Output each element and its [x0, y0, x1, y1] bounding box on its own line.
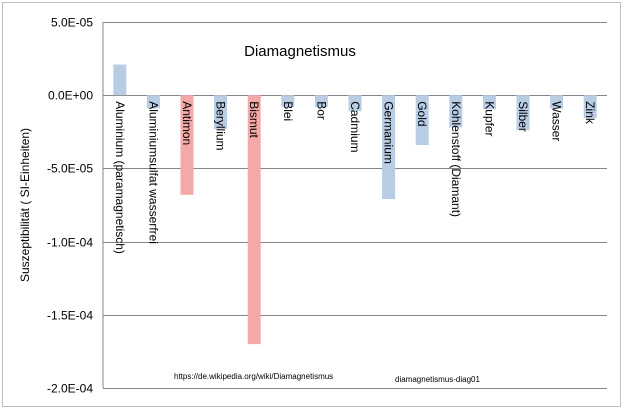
- bar: [348, 95, 362, 112]
- bar: [314, 95, 328, 107]
- chart-frame: [2, 2, 621, 407]
- category-label: Zink: [583, 101, 597, 125]
- bar: [482, 95, 496, 110]
- y-tick-label: 5.0E-05: [51, 16, 93, 30]
- chart-title: Diamagnetismus: [244, 43, 356, 60]
- category-label: Kohlenstoff (Diamant): [449, 101, 463, 217]
- y-tick-labels: 5.0E-05 0.0E+00 -5.0E-05 -1.0E-04 -1.5E-04 -2…: [47, 16, 93, 396]
- category-label: Antimon: [180, 101, 194, 145]
- category-label: Gold: [415, 101, 429, 126]
- bar: [550, 95, 564, 109]
- bar: [382, 95, 396, 200]
- bar: [146, 95, 160, 109]
- category-label: Blei: [281, 101, 295, 121]
- category-label: Wasser: [550, 101, 564, 141]
- category-label: Germanium: [382, 101, 396, 164]
- bar: [583, 95, 597, 119]
- category-label: Bor: [314, 101, 328, 120]
- category-label: Aluminiumsulfat wasserfrei: [146, 101, 160, 244]
- bar: [449, 95, 463, 128]
- bar: [415, 95, 429, 145]
- category-label: Aluminium (paramagnetisch): [113, 101, 127, 254]
- source-url-annotation: https://de.wikipedia.org/wiki/Diamagneti…: [174, 372, 333, 381]
- y-tick-label: 0.0E+00: [48, 89, 93, 103]
- y-tick-label: -5.0E-05: [47, 162, 93, 176]
- y-axis-label: Suszeptibilität ( SI-Einheiten): [18, 128, 32, 282]
- y-tick-label: -1.0E-04: [47, 236, 93, 250]
- bar: [516, 95, 530, 131]
- bar: [180, 95, 194, 195]
- category-labels: Aluminium (paramagnetisch) Aluminiumsulfa…: [113, 101, 597, 254]
- category-label: Beryllium: [214, 101, 228, 150]
- bar: [113, 64, 127, 96]
- category-label: Silber: [516, 101, 530, 132]
- gridlines: [103, 22, 607, 389]
- bars: [113, 64, 597, 345]
- bar: [281, 95, 295, 107]
- category-label: Kupfer: [482, 101, 496, 136]
- category-label: Bismut: [247, 101, 261, 138]
- bar: [214, 95, 228, 129]
- y-tick-label: -2.0E-04: [47, 382, 93, 396]
- bar: [247, 95, 261, 345]
- category-label: Cadmium: [348, 101, 362, 152]
- diagram-id-annotation: diamagnetismus-diag01: [395, 375, 480, 384]
- y-tick-label: -1.5E-04: [47, 309, 93, 323]
